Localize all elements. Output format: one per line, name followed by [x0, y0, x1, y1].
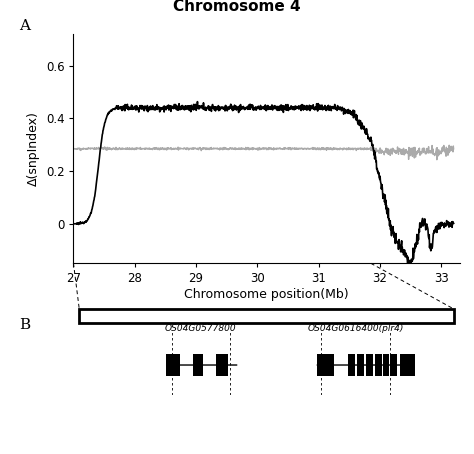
Bar — [348, 354, 355, 376]
Bar — [317, 354, 334, 376]
Text: OS04G0577800: OS04G0577800 — [165, 324, 237, 333]
Y-axis label: Δ(snpIndex): Δ(snpIndex) — [27, 111, 40, 186]
Bar — [366, 354, 373, 376]
Bar — [166, 354, 180, 376]
Bar — [193, 354, 203, 376]
Bar — [217, 354, 228, 376]
Bar — [79, 309, 454, 323]
Bar — [390, 354, 397, 376]
X-axis label: Chromosome position(Mb): Chromosome position(Mb) — [184, 288, 349, 301]
Bar — [375, 354, 382, 376]
Bar — [400, 354, 415, 376]
Bar — [357, 354, 365, 376]
Text: OS04G0616400(plr4): OS04G0616400(plr4) — [307, 324, 404, 333]
Text: Chromosome 4: Chromosome 4 — [173, 0, 301, 15]
Text: B: B — [19, 318, 30, 332]
Bar — [383, 354, 390, 376]
Text: A: A — [19, 19, 30, 33]
